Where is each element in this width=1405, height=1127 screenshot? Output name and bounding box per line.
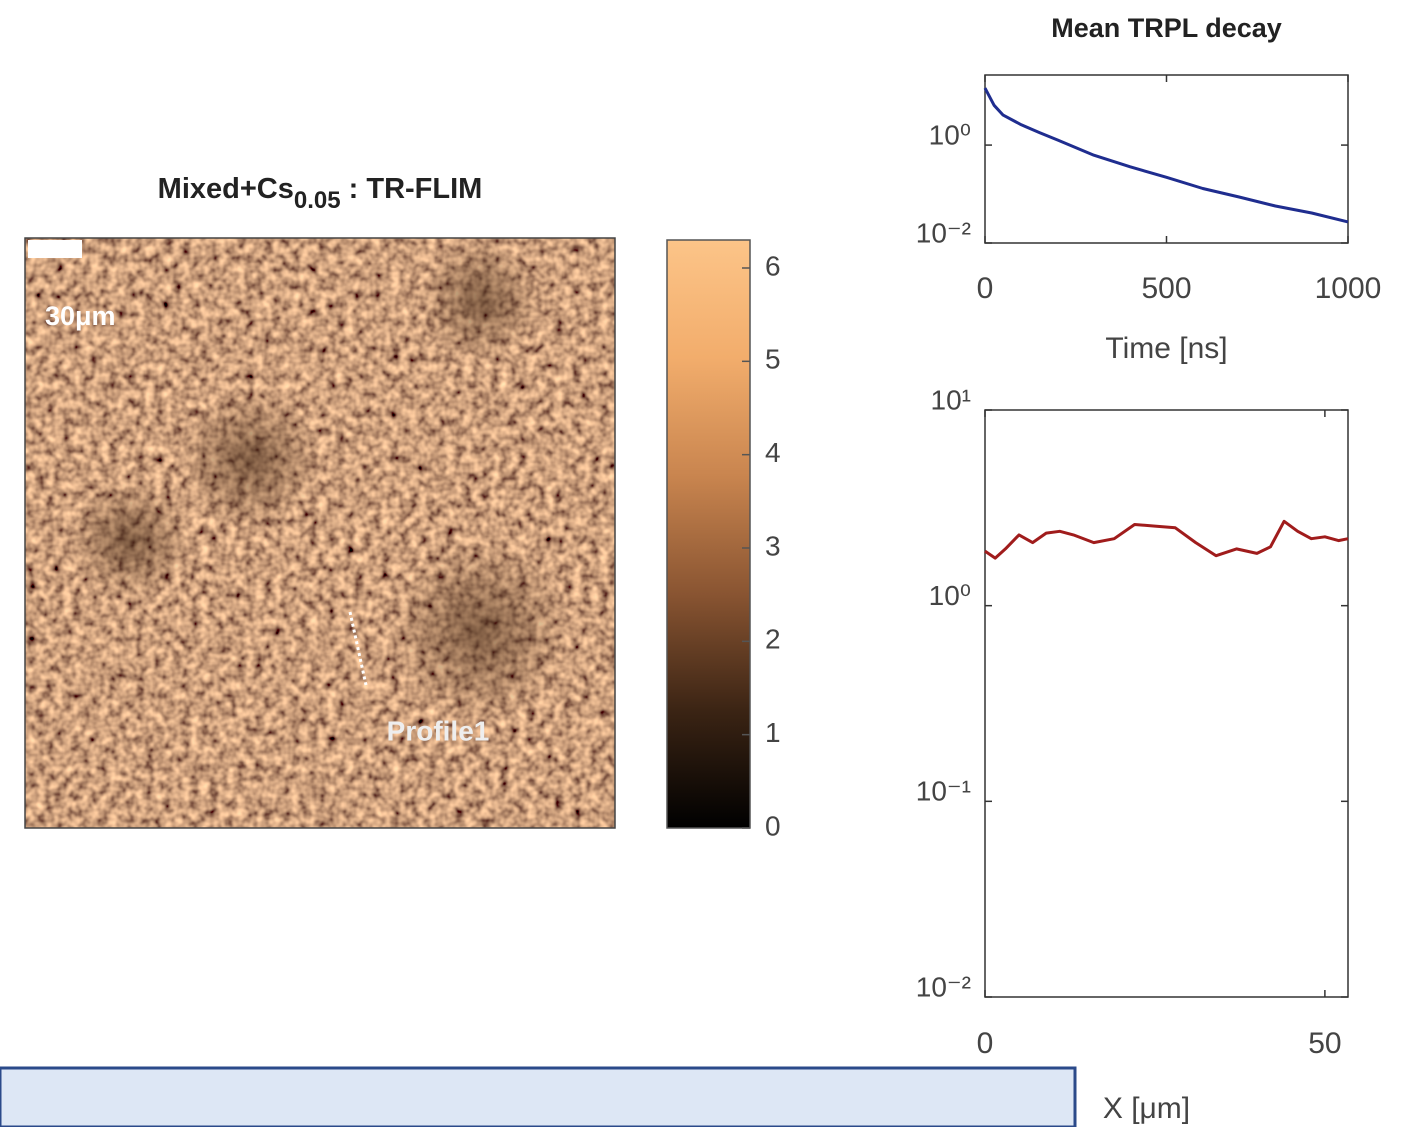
x-axis-label: Time [ns] bbox=[1105, 332, 1227, 365]
scale-bar bbox=[28, 240, 82, 258]
colorbar-tick-label: 2 bbox=[765, 624, 781, 655]
profile-line bbox=[348, 611, 368, 686]
y-tick-label: 10¹ bbox=[931, 384, 971, 415]
colorbar-tick-label: 6 bbox=[765, 250, 781, 281]
scale-bar-label: 30μm bbox=[45, 301, 116, 331]
heatmap-frame bbox=[24, 237, 616, 829]
profile-label: Profile1 bbox=[387, 715, 490, 746]
chart-title: Mixed+Cs0.05 : TR-FLIM bbox=[158, 173, 483, 215]
y-tick-label: 10⁰ bbox=[929, 580, 971, 611]
chart-title: Mean TRPL decay bbox=[1051, 13, 1282, 43]
colorbar-tick-label: 0 bbox=[765, 810, 781, 841]
colorbar bbox=[666, 239, 751, 829]
data-line bbox=[983, 87, 1349, 224]
y-tick-label: 10⁻¹ bbox=[916, 776, 971, 807]
data-line bbox=[984, 519, 1349, 560]
caption-box bbox=[0, 1066, 1077, 1127]
colorbar-tick-label: 1 bbox=[765, 717, 781, 748]
x-axis-label: X [μm] bbox=[1103, 1092, 1190, 1125]
axes-box bbox=[984, 409, 1349, 998]
colorbar-tick-label: 4 bbox=[765, 437, 781, 468]
title-part: 0.05 bbox=[294, 187, 341, 214]
dark-region bbox=[70, 480, 190, 600]
x-tick-label: 0 bbox=[977, 272, 994, 305]
title-part: Mixed+Cs bbox=[158, 173, 294, 205]
dark-region bbox=[390, 540, 570, 720]
x-tick-label: 0 bbox=[977, 1027, 994, 1060]
x-tick-label: 50 bbox=[1308, 1027, 1341, 1060]
title-part: : TR-FLIM bbox=[341, 173, 483, 205]
x-tick-label: 500 bbox=[1141, 272, 1191, 305]
axes-box bbox=[984, 74, 1349, 244]
dark-region bbox=[420, 240, 540, 360]
colorbar-tick-label: 5 bbox=[765, 344, 781, 375]
colorbar-tick-label: 3 bbox=[765, 530, 781, 561]
y-tick-label: 10⁰ bbox=[929, 119, 971, 150]
y-tick-label: 10⁻² bbox=[916, 217, 971, 248]
dark-region bbox=[180, 390, 320, 530]
y-tick-label: 10⁻² bbox=[916, 971, 971, 1002]
x-tick-label: 1000 bbox=[1315, 272, 1382, 305]
